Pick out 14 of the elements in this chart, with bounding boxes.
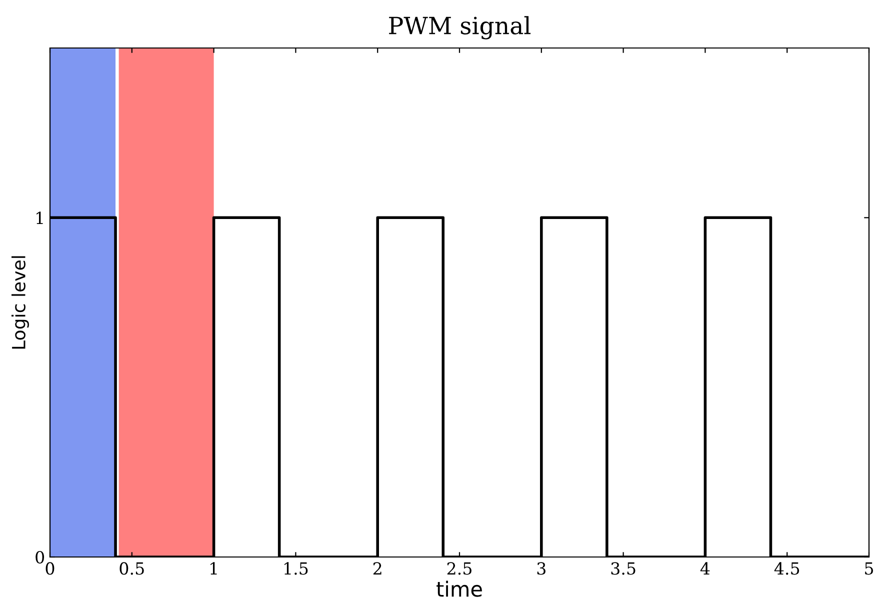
x-tick-label: 3 xyxy=(537,562,546,575)
x-axis-title: time xyxy=(436,580,482,597)
x-tick-label: 0 xyxy=(46,562,54,575)
y-axis-title: Logic level xyxy=(12,256,29,349)
x-tick-label: 3.5 xyxy=(611,562,636,575)
x-tick-label: 4 xyxy=(700,562,710,575)
x-tick-label: 0.5 xyxy=(120,562,144,575)
x-tick-label: 4.5 xyxy=(774,562,800,575)
x-tick-label: 5 xyxy=(865,562,874,575)
x-tick-label: 1.5 xyxy=(284,562,308,575)
chart-title: PWM signal xyxy=(389,16,531,40)
x-tick-label: 1 xyxy=(210,562,217,575)
x-tick-label: 2 xyxy=(373,562,382,575)
x-tick-label: 2.5 xyxy=(447,562,472,575)
